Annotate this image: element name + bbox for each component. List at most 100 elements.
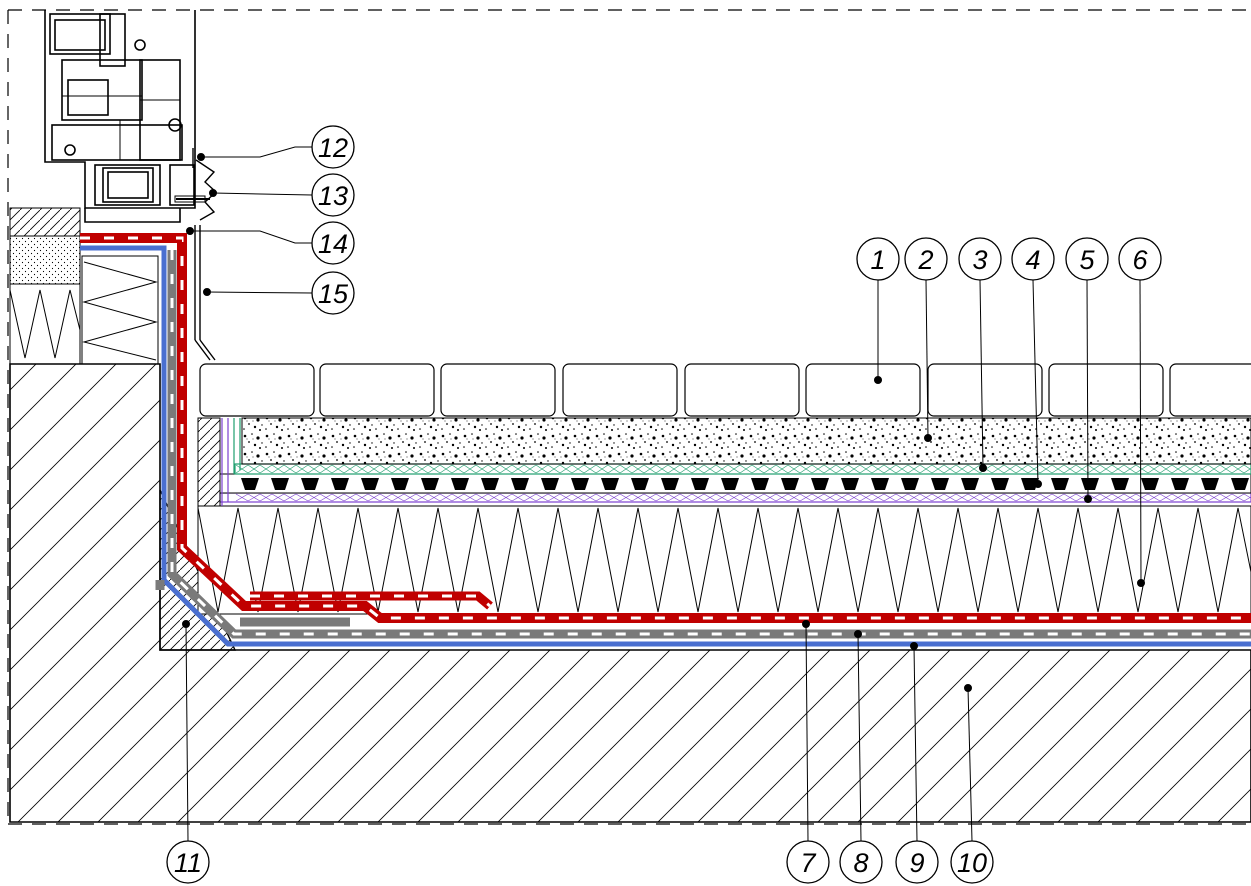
protection-fleece-mark <box>607 493 621 502</box>
filter-fleece-mark <box>1003 464 1017 474</box>
filter-fleece-mark <box>1207 464 1221 474</box>
protection-fleece-mark <box>415 493 429 502</box>
drainage-stud <box>781 478 799 490</box>
wall-insulation <box>9 255 159 365</box>
filter-fleece-mark <box>1231 464 1245 474</box>
filter-fleece-mark <box>415 464 429 474</box>
protection-fleece-mark <box>1195 493 1209 502</box>
filter-fleece-mark <box>775 464 789 474</box>
filter-fleece-mark <box>727 464 741 474</box>
filter-fleece-mark <box>1195 464 1209 474</box>
drainage-stud <box>451 478 469 490</box>
protection-fleece-mark <box>1183 493 1197 502</box>
callout-circle <box>166 840 210 884</box>
filter-fleece-mark <box>799 464 813 474</box>
filter-fleece-mark <box>1159 464 1173 474</box>
protection-fleece-mark <box>1027 493 1041 502</box>
leader-dot <box>802 620 810 628</box>
callout-number: 7 <box>800 848 816 878</box>
callout-circle <box>311 173 355 217</box>
filter-fleece-mark <box>1111 464 1125 474</box>
leader-dot <box>979 464 987 472</box>
protection-fleece-mark <box>511 493 525 502</box>
protection-fleece-mark <box>1003 493 1017 502</box>
protection-fleece-mark <box>955 493 969 502</box>
protection-fleece-mark <box>787 493 801 502</box>
protection-fleece-mark <box>1063 493 1077 502</box>
protection-fleece-mark <box>403 493 417 502</box>
callout-number: 6 <box>1132 245 1148 275</box>
protection-fleece-mark <box>355 493 369 502</box>
protection-fleece-mark <box>1051 493 1065 502</box>
drainage-stud <box>391 478 409 490</box>
paving-slab <box>440 363 556 417</box>
filter-fleece-mark <box>631 464 645 474</box>
filter-fleece-mark <box>403 464 417 474</box>
protection-fleece-mark <box>991 493 1005 502</box>
protection-fleece-mark <box>847 493 861 502</box>
leader-line <box>206 291 313 294</box>
callout-7: 7 <box>786 840 830 884</box>
drainage-stud <box>271 478 289 490</box>
callout-circle <box>311 221 355 265</box>
callout-14: 14 <box>311 221 355 265</box>
leader-dot <box>209 189 217 197</box>
wall-dotted-block <box>9 235 81 285</box>
protection-fleece-mark <box>319 493 333 502</box>
protection-fleece-mark <box>247 493 261 502</box>
filter-fleece-mark <box>847 464 861 474</box>
filter-fleece-mark <box>955 464 969 474</box>
filter-fleece-mark <box>943 464 957 474</box>
callout-number: 2 <box>917 245 933 275</box>
filter-fleece-mark <box>307 464 321 474</box>
filter-fleece-mark <box>787 464 801 474</box>
filter-fleece-mark <box>991 464 1005 474</box>
leader-line <box>185 623 189 842</box>
wall-timber-block <box>9 207 81 237</box>
filter-fleece-mark <box>1135 464 1149 474</box>
protection-fleece-mark <box>691 493 705 502</box>
edge-strip <box>197 417 221 507</box>
leader-line <box>1032 279 1039 485</box>
protection-fleece-mark <box>679 493 693 502</box>
filter-fleece-mark <box>1015 464 1029 474</box>
protection-fleece-mark <box>739 493 753 502</box>
protection-fleece-mark <box>727 493 741 502</box>
paving-slab <box>319 363 435 417</box>
protection-fleece-mark <box>1039 493 1053 502</box>
filter-fleece-mark <box>1219 464 1233 474</box>
paving-slabs <box>199 363 1251 417</box>
filter-fleece-mark <box>739 464 753 474</box>
filter-fleece-mark <box>343 464 357 474</box>
protection-fleece-mark <box>1147 493 1161 502</box>
callout-4: 4 <box>1011 237 1055 281</box>
filter-fleece-mark <box>271 464 285 474</box>
filter-fleece-mark <box>595 464 609 474</box>
protection-fleece-mark <box>1111 493 1125 502</box>
drainage-stud <box>1141 478 1159 490</box>
filter-fleece-mark <box>379 464 393 474</box>
protection-fleece-mark <box>463 493 477 502</box>
protection-fleece-mark <box>283 493 297 502</box>
leader-dot <box>924 434 932 442</box>
drainage-stud <box>1051 478 1069 490</box>
protection-fleece-mark <box>775 493 789 502</box>
protection-fleece-mark <box>895 493 909 502</box>
filter-fleece-mark <box>523 464 537 474</box>
drainage-stud <box>991 478 1009 490</box>
drainage-stud <box>571 478 589 490</box>
filter-fleece-mark <box>1051 464 1065 474</box>
filter-fleece-mark <box>1183 464 1197 474</box>
protection-fleece-mark <box>763 493 777 502</box>
callout-number: 10 <box>957 848 987 878</box>
callout-1: 1 <box>856 237 900 281</box>
drainage-stud <box>661 478 679 490</box>
protection-fleece-mark <box>391 493 405 502</box>
filter-fleece-mark <box>259 464 273 474</box>
filter-fleece-mark <box>931 464 945 474</box>
paving-slab <box>927 363 1043 417</box>
protection-fleece-mark <box>835 493 849 502</box>
protection-fleece-mark <box>751 493 765 502</box>
